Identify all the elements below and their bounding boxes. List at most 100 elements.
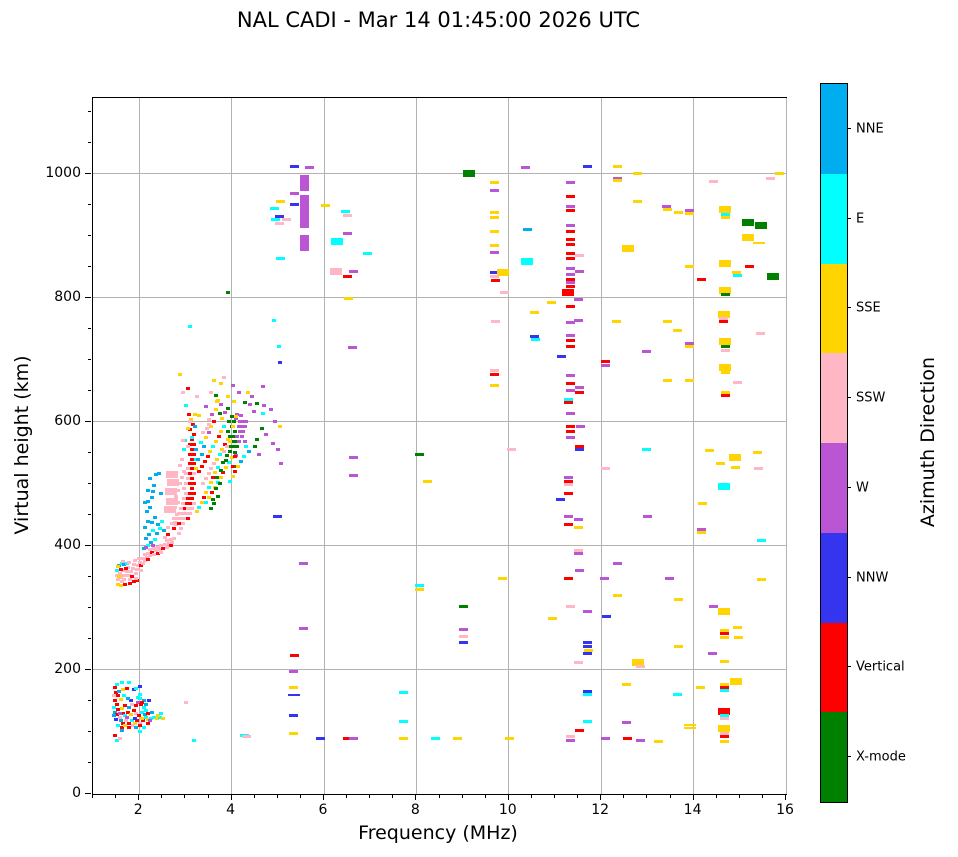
data-point xyxy=(222,425,227,429)
x-minor-tick xyxy=(738,794,740,798)
data-point xyxy=(278,425,283,429)
data-point xyxy=(218,476,223,480)
x-minor-tick xyxy=(530,794,532,798)
data-point xyxy=(756,539,766,543)
data-point xyxy=(270,218,280,222)
data-point xyxy=(299,174,309,191)
data-point xyxy=(277,345,282,349)
data-point xyxy=(188,472,193,476)
data-point xyxy=(229,456,234,460)
data-point xyxy=(565,267,575,271)
x-tick-label: 4 xyxy=(226,802,236,818)
data-point xyxy=(163,506,176,514)
data-point xyxy=(138,724,143,728)
data-point xyxy=(431,736,441,740)
y-major-tick xyxy=(85,793,91,794)
data-point xyxy=(111,705,116,709)
data-point xyxy=(130,703,135,707)
data-point xyxy=(132,721,137,725)
data-point xyxy=(719,716,729,720)
data-point xyxy=(241,455,246,459)
data-point xyxy=(181,390,186,394)
data-point xyxy=(565,281,575,285)
data-point xyxy=(237,420,242,424)
data-point xyxy=(184,502,189,506)
data-point xyxy=(720,393,730,397)
x-minor-tick xyxy=(207,794,209,798)
data-point xyxy=(734,635,744,639)
data-point xyxy=(298,562,308,566)
data-point xyxy=(342,232,352,236)
data-point xyxy=(186,477,191,481)
data-point xyxy=(168,544,173,548)
grid-line-y xyxy=(93,669,786,671)
y-major-tick xyxy=(85,420,91,422)
data-point xyxy=(565,181,575,185)
data-point xyxy=(565,251,575,255)
data-point xyxy=(250,395,255,399)
data-point xyxy=(231,400,236,404)
data-point xyxy=(496,269,509,277)
data-point xyxy=(720,212,730,216)
data-point xyxy=(111,714,116,718)
data-point xyxy=(521,165,531,169)
data-point xyxy=(255,437,259,441)
data-point xyxy=(399,719,409,723)
y-minor-tick xyxy=(87,606,91,608)
data-point xyxy=(188,482,193,486)
data-point xyxy=(123,582,128,586)
data-point xyxy=(151,546,156,550)
x-minor-tick xyxy=(646,794,648,798)
data-point xyxy=(643,515,653,519)
data-point xyxy=(123,704,128,708)
data-point xyxy=(150,495,155,499)
data-point xyxy=(169,522,174,526)
y-minor-tick xyxy=(87,451,91,453)
data-point xyxy=(214,400,219,404)
data-point xyxy=(204,426,209,430)
data-point xyxy=(573,549,583,553)
data-point xyxy=(490,384,500,388)
data-point xyxy=(290,203,300,207)
data-point xyxy=(574,391,584,395)
data-point xyxy=(217,452,222,456)
data-point xyxy=(210,491,215,495)
data-point xyxy=(136,564,141,568)
data-point xyxy=(127,705,132,709)
data-point xyxy=(189,497,194,501)
y-major-tick xyxy=(85,296,91,298)
data-point xyxy=(119,561,124,565)
data-point xyxy=(133,704,138,708)
data-point xyxy=(211,445,216,449)
data-point xyxy=(222,450,227,454)
data-point xyxy=(766,176,776,180)
data-point xyxy=(184,512,189,516)
data-point xyxy=(148,477,153,481)
data-point xyxy=(490,368,500,372)
x-minor-tick xyxy=(669,794,671,798)
data-point xyxy=(120,725,125,729)
data-point xyxy=(705,449,715,453)
data-point xyxy=(233,430,238,434)
data-point xyxy=(755,222,768,230)
grid-line-x xyxy=(508,98,510,794)
data-point xyxy=(583,641,593,645)
data-point xyxy=(490,188,500,192)
data-point xyxy=(217,482,222,486)
data-point xyxy=(187,412,192,416)
data-point xyxy=(127,574,132,578)
data-point xyxy=(133,576,138,580)
y-minor-tick xyxy=(87,482,91,484)
data-point xyxy=(316,736,326,740)
data-point xyxy=(144,536,149,540)
data-point xyxy=(600,576,610,580)
data-point xyxy=(191,502,196,506)
data-point xyxy=(564,522,574,526)
data-point xyxy=(188,452,193,456)
data-point xyxy=(573,660,583,664)
y-minor-tick xyxy=(87,699,91,701)
y-major-tick xyxy=(85,172,91,174)
data-point xyxy=(171,517,176,521)
data-point xyxy=(188,512,193,516)
data-point xyxy=(212,462,217,466)
